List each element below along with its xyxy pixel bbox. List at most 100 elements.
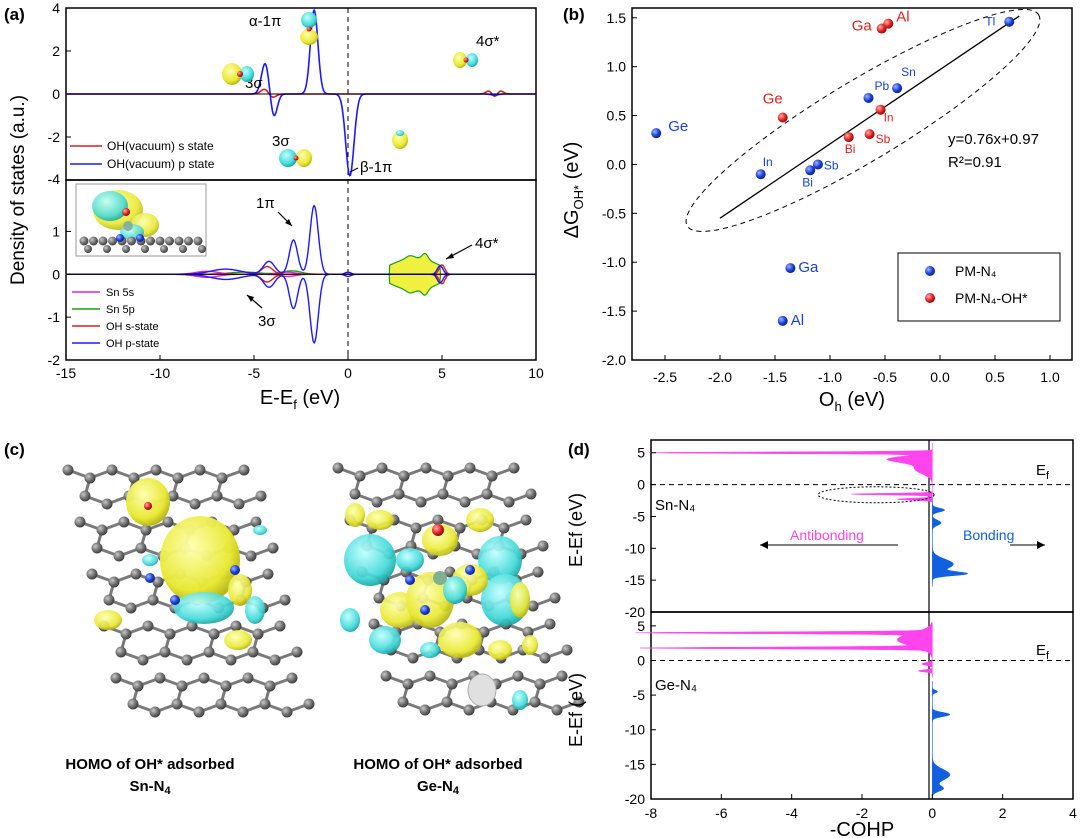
panel-a-bottom-ytick-label: 1: [52, 223, 60, 239]
carbon-atom: [442, 470, 454, 482]
panel-a-top-ytick-label: 4: [52, 0, 60, 16]
annot-beta-arrow: [349, 167, 359, 173]
panel-b-ytick-label: 0.0: [607, 156, 627, 172]
carbon-atom: [551, 704, 563, 716]
orbital-lobe: [174, 592, 234, 624]
inset-metal-atom: [123, 221, 133, 231]
panel-d-plot: [635, 442, 1073, 800]
panel-d-xtick-label: 2: [999, 805, 1007, 821]
inset-atom: [193, 236, 203, 246]
carbon-atom: [332, 462, 344, 474]
panel-d-xlabel: -COHP: [830, 819, 894, 838]
point-pmoh-in: [875, 104, 886, 115]
cohp-ge-antibonding: [635, 622, 933, 679]
orbital-3sigma-top: [222, 63, 254, 85]
carbon-atom: [508, 462, 520, 474]
panel-d: (d) -8 -6 -4 -2 0 2 450-5-10-15-2050-5-10-15-2…: [566, 439, 1077, 838]
orbital-lobe: [466, 508, 494, 532]
carbon-atom: [478, 626, 490, 638]
orbital-lobe: [345, 503, 365, 527]
panel-d-label: (d): [568, 440, 590, 459]
carbon-atom: [481, 488, 493, 500]
point-label-ga: Ga: [852, 18, 873, 35]
panel-b-xtick-label: 0.5: [985, 369, 1005, 385]
point-pm-sn: [892, 83, 903, 94]
panel-b-xtick-label: -2.0: [708, 369, 732, 385]
highlight-ellipse: [817, 486, 935, 504]
panel-b-xtick-label: 0.0: [930, 369, 950, 385]
nitrogen-atom: [145, 573, 155, 583]
orbital-lobe: [422, 524, 458, 556]
panel-b-xtick-label: -0.5: [873, 369, 897, 385]
panel-b-label: (b): [563, 5, 585, 24]
point-label-sb: Sb: [876, 132, 891, 146]
point-label-ga: Ga: [798, 259, 819, 276]
carbon-atom: [503, 496, 515, 508]
carbon-atom: [441, 696, 453, 708]
carbon-atom: [420, 462, 432, 474]
panel-a-xtick-label: -10: [150, 365, 170, 381]
panel-b-xtick-label: 1.0: [1040, 369, 1060, 385]
carbon-atom: [181, 654, 193, 666]
carbon-atom: [459, 496, 471, 508]
carbon-atom: [211, 490, 223, 502]
carbon-atom: [247, 646, 259, 658]
carbon-atom: [101, 498, 113, 510]
carbon-atom: [522, 626, 534, 638]
carbon-atom: [463, 704, 475, 716]
nitrogen-atom: [170, 595, 180, 605]
fit-r2: R²=0.91: [948, 154, 1002, 171]
orbital-lobe: [522, 635, 538, 655]
carbon-atom: [176, 680, 188, 692]
annot-3sigma-bot: 3σ: [258, 313, 276, 330]
panel-a-bottom-ytick-label: 0: [52, 266, 60, 282]
panel-a-label: (a): [4, 5, 25, 24]
annot-4sigma-bot: 4σ*: [475, 235, 499, 252]
annot-alpha-1pi: α-1π: [249, 13, 281, 30]
carbon-atom: [539, 652, 551, 664]
panel-b-ylabel: ΔGOH* (eV): [561, 142, 586, 239]
carbon-atom: [74, 516, 86, 528]
orbital-lobe: [512, 690, 528, 710]
point-label-in: In: [884, 111, 894, 125]
oxygen-atom: [432, 524, 444, 536]
carbon-atom: [132, 680, 144, 692]
panel-d-xtick-label: 0: [928, 805, 936, 821]
panel-d-bottom-frame: [650, 611, 1074, 800]
carbon-atom: [376, 462, 388, 474]
carbon-atom: [108, 576, 120, 588]
carbon-atom: [118, 516, 130, 528]
carbon-atom: [354, 470, 366, 482]
carbon-atom: [252, 628, 264, 640]
carbon-atom: [245, 550, 257, 562]
homo-sn-n4-structure: [62, 464, 315, 718]
panel-d-bottom-ytick-label: -5: [633, 687, 646, 703]
carbon-atom: [238, 464, 250, 476]
panel-b-plot: Ge In Bi Sb Pb Sn Tl Ga Al Ge Bi In Sb Ga Al: [651, 9, 1041, 329]
carbon-atom: [303, 698, 315, 710]
carbon-atom: [208, 628, 220, 640]
inset-atom: [127, 236, 136, 246]
panel-d-top-ytick-label: -20: [625, 604, 645, 620]
carbon-atom: [556, 670, 568, 682]
carbon-atom: [529, 696, 541, 708]
orbital-lobe: [224, 630, 252, 650]
carbon-atom: [115, 646, 127, 658]
carbon-atom: [186, 620, 198, 632]
inset-atom: [174, 236, 184, 246]
point-pm-sb: [812, 159, 823, 170]
panel-b-legend: PM-N₄ PM-N₄-OH*: [897, 252, 1061, 322]
cohp-sn-bonding: [932, 497, 968, 587]
panel-b-ytick-label: 1.5: [607, 10, 627, 26]
carbon-atom: [520, 514, 532, 526]
orbital-lobe: [396, 548, 424, 572]
carbon-atom: [86, 568, 98, 580]
panel-a-xtick-label: 0: [344, 365, 352, 381]
panel-d-top-ytick-label: 5: [637, 445, 645, 461]
carbon-atom: [203, 646, 215, 658]
carbon-atom: [113, 550, 125, 562]
carbon-atom: [380, 670, 392, 682]
point-pmoh-al: [883, 18, 894, 29]
point-label-sb: Sb: [824, 158, 839, 172]
